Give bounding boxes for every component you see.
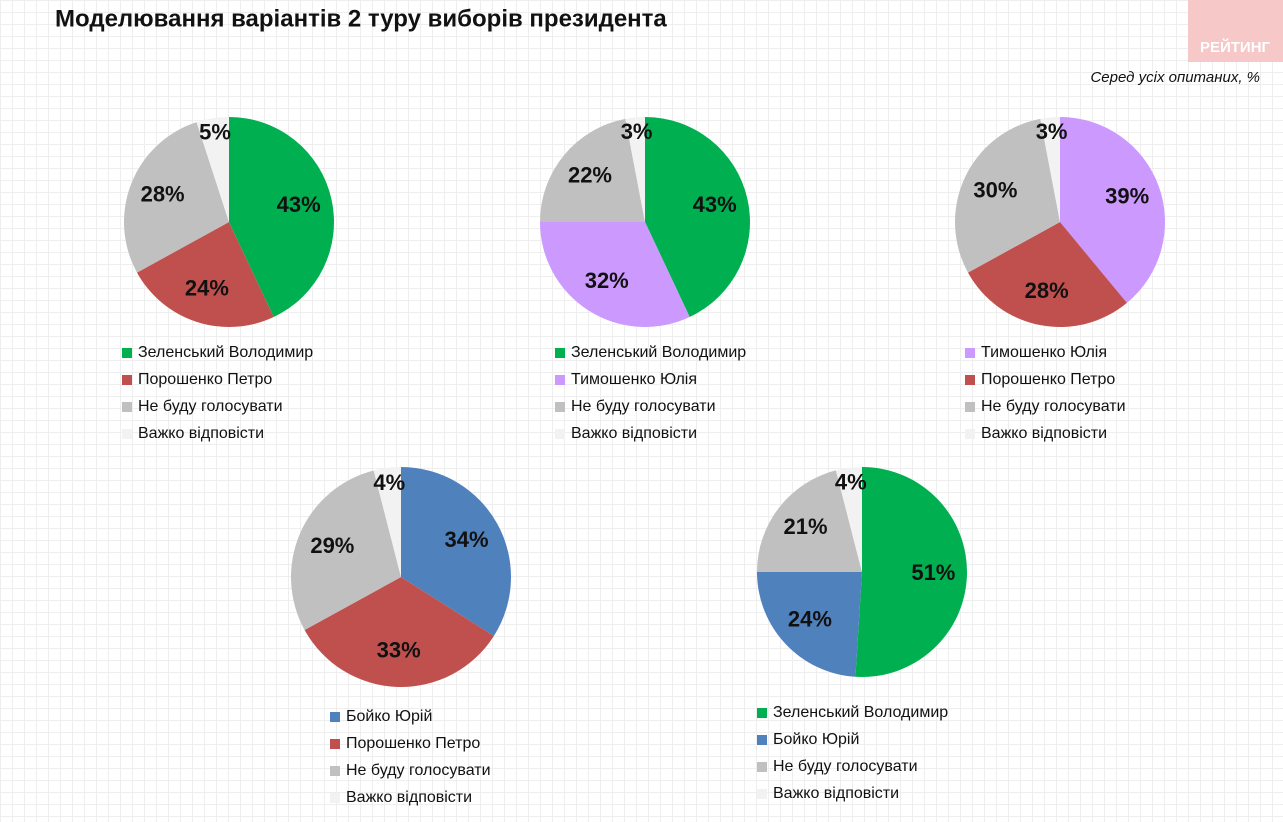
legend-marker <box>757 708 767 718</box>
legend-label: Бойко Юрій <box>773 731 859 748</box>
pie-slice <box>229 117 334 318</box>
legend-marker <box>965 429 975 439</box>
legend-label: Зеленський Володимир <box>138 344 313 361</box>
legend-marker <box>555 402 565 412</box>
pie-slice <box>540 118 645 222</box>
data-label: 24% <box>788 607 832 632</box>
data-label: 28% <box>141 182 185 207</box>
legend-label: Бойко Юрій <box>346 708 432 725</box>
legend-label: Зеленський Володимир <box>571 344 746 361</box>
pie-slice <box>1060 117 1166 303</box>
pie-slice <box>757 470 862 572</box>
legend-marker <box>122 375 132 385</box>
data-label: 51% <box>911 560 955 585</box>
data-label: 5% <box>199 120 231 145</box>
data-label: 21% <box>784 514 828 539</box>
data-label: 4% <box>835 469 867 494</box>
legend-marker <box>122 348 132 358</box>
pie-slice <box>835 467 862 572</box>
pie-slice <box>855 467 968 678</box>
legend-label: Порошенко Петро <box>346 735 480 752</box>
data-label: 24% <box>185 276 229 301</box>
pie-slice <box>1040 117 1060 222</box>
data-label: 43% <box>277 192 321 217</box>
pie-slice <box>304 577 494 687</box>
pie-slice <box>955 118 1060 273</box>
legend-label: Важко відповісти <box>138 425 264 442</box>
data-label: 43% <box>693 192 737 217</box>
pie-slice <box>967 222 1127 328</box>
legend-marker <box>757 789 767 799</box>
legend-label: Зеленський Володимир <box>773 704 948 721</box>
pie-slice <box>625 117 645 222</box>
data-label: 22% <box>568 162 612 187</box>
legend-label: Не буду голосувати <box>981 398 1126 415</box>
pie-slice <box>196 117 229 222</box>
pie-slice <box>645 117 750 318</box>
data-label: 30% <box>973 177 1017 202</box>
legend-marker <box>330 712 340 722</box>
data-label: 3% <box>1036 119 1068 144</box>
legend-label: Тимошенко Юлія <box>981 344 1107 361</box>
data-label: 32% <box>585 268 629 293</box>
legend-marker <box>330 793 340 803</box>
data-label: 3% <box>621 119 653 144</box>
data-label: 33% <box>377 638 421 663</box>
subtitle: Серед усіх опитаних, % <box>1090 69 1260 86</box>
legend-marker <box>330 739 340 749</box>
legend-marker <box>122 402 132 412</box>
data-label: 39% <box>1105 184 1149 209</box>
legend-marker <box>965 402 975 412</box>
logo: РЕЙТИНГ <box>1200 38 1271 56</box>
pie-slice <box>123 122 229 273</box>
pie-slice <box>373 467 401 577</box>
legend-label: Порошенко Петро <box>138 371 272 388</box>
legend-label: Не буду голосувати <box>138 398 283 415</box>
legend-label: Важко відповісти <box>773 785 899 802</box>
legend-label: Важко відповісти <box>346 789 472 806</box>
legend-label: Важко відповісти <box>571 425 697 442</box>
chart-title: Моделювання варіантів 2 туру виборів пре… <box>55 5 667 32</box>
legend-marker <box>555 429 565 439</box>
legend-marker <box>757 735 767 745</box>
data-label: 29% <box>310 533 354 558</box>
legend-label: Не буду голосувати <box>346 762 491 779</box>
legend-marker <box>965 375 975 385</box>
pie-slice <box>401 467 511 636</box>
legend-marker <box>122 429 132 439</box>
legend-marker <box>757 762 767 772</box>
data-label: 34% <box>445 527 489 552</box>
data-label: 4% <box>373 470 405 495</box>
legend-label: Не буду голосувати <box>773 758 918 775</box>
pie-slice <box>757 572 862 677</box>
pie-slice <box>290 470 401 630</box>
legend-label: Порошенко Петро <box>981 371 1115 388</box>
legend-label: Не буду голосувати <box>571 398 716 415</box>
data-label: 28% <box>1025 278 1069 303</box>
legend-label: Важко відповісти <box>981 425 1107 442</box>
legend-marker <box>555 348 565 358</box>
legend-marker <box>330 766 340 776</box>
pie-slice <box>540 222 690 327</box>
pie-slice <box>136 222 274 327</box>
legend-label: Тимошенко Юлія <box>571 371 697 388</box>
logo-box <box>1188 0 1283 62</box>
legend-marker <box>555 375 565 385</box>
legend-marker <box>965 348 975 358</box>
